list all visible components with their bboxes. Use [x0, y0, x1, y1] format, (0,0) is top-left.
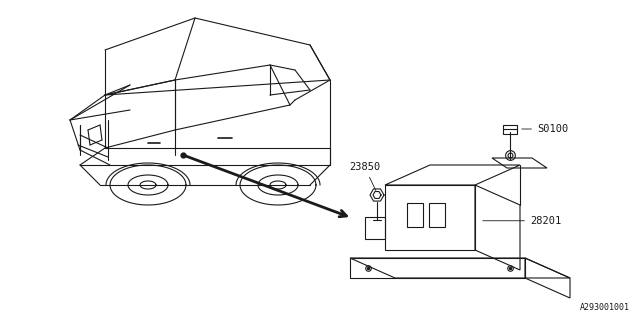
Text: A293001001: A293001001 [580, 303, 630, 312]
Text: S0100: S0100 [522, 124, 568, 134]
Text: 23850: 23850 [349, 162, 380, 190]
Text: 28201: 28201 [483, 216, 561, 226]
